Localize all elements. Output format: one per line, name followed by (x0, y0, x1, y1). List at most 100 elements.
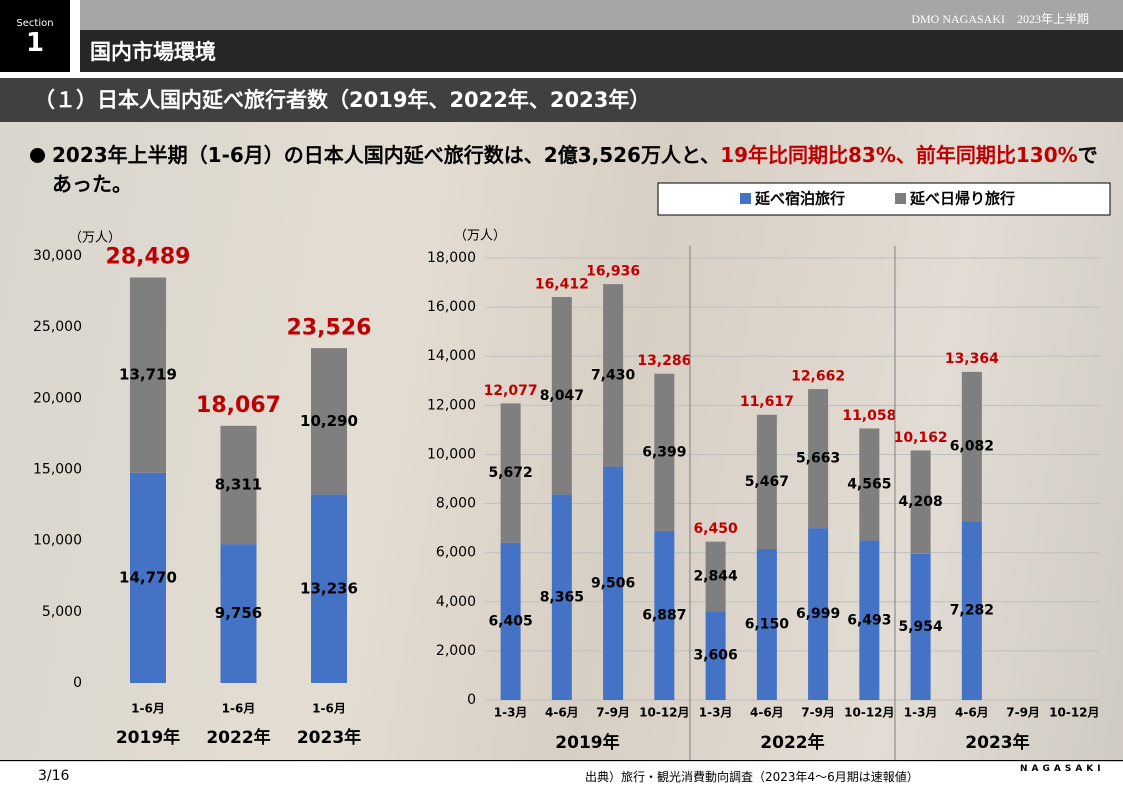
x-tick-label: 7-9月 (1006, 706, 1040, 720)
x-tick-label: 10-12月 (1049, 706, 1099, 720)
x-tick-label: 1-6月 (222, 702, 256, 716)
data-label: 5,672 (488, 465, 532, 481)
y-tick-label: 15,000 (33, 462, 82, 478)
data-label: 9,756 (215, 604, 262, 622)
total-label: 11,617 (740, 394, 794, 410)
x-tick-label: 4-6月 (750, 706, 784, 720)
x-tick-label: 7-9月 (596, 706, 630, 720)
y-tick-label: 0 (467, 692, 476, 708)
total-label: 18,067 (196, 393, 281, 418)
y-tick-label: 0 (73, 675, 82, 691)
data-label: 14,770 (119, 568, 177, 586)
group-label: 2019年 (555, 732, 619, 753)
data-label: 10,290 (300, 412, 358, 430)
y-tick-label: 20,000 (33, 390, 82, 406)
group-label: 2022年 (760, 732, 824, 753)
summary-highlight: 19年比同期比83%、前年同期比130% (720, 143, 1078, 167)
total-label: 10,162 (894, 430, 948, 446)
bar-segment (961, 371, 982, 522)
data-label: 13,236 (300, 579, 358, 597)
y-tick-label: 16,000 (427, 299, 476, 315)
bar-segment (859, 540, 880, 700)
data-label: 6,399 (642, 444, 686, 460)
total-label: 23,526 (287, 315, 372, 340)
x-tick-label: 1-3月 (904, 706, 938, 720)
source: 出典）旅行・観光消費動向調査（2023年4～6月期は速報値） (585, 770, 919, 784)
section-label: Section (16, 18, 54, 29)
brand: DMO NAGASAKI 2023年上半期 (911, 12, 1089, 26)
data-label: 6,493 (847, 612, 891, 628)
x-tick-label: 1-6月 (131, 702, 165, 716)
x-tick-label: 1-3月 (699, 706, 733, 720)
bar-segment (551, 296, 572, 495)
bar-segment (311, 348, 347, 495)
x-tick-label: 4-6月 (955, 706, 989, 720)
total-label: 28,489 (106, 245, 191, 270)
data-label: 6,999 (796, 606, 840, 622)
x-tick-label: 1-3月 (494, 706, 528, 720)
total-label: 16,412 (535, 276, 589, 292)
data-label: 7,430 (591, 367, 636, 383)
data-label: 4,208 (898, 494, 942, 510)
data-label: 5,954 (898, 619, 943, 635)
y-tick-label: 8,000 (436, 496, 476, 512)
y-axis-label: （万人） (454, 229, 506, 244)
bar-segment (705, 541, 726, 612)
bar-segment (130, 277, 166, 473)
total-label: 13,364 (945, 351, 999, 367)
x-tick-label: 10-12月 (639, 706, 689, 720)
data-label: 8,311 (215, 475, 262, 493)
total-label: 12,077 (484, 383, 538, 399)
bar-segment (859, 428, 880, 541)
total-label: 11,058 (842, 408, 896, 424)
total-label: 16,936 (586, 264, 640, 280)
y-tick-label: 18,000 (427, 250, 476, 266)
section-number: 1 (25, 28, 45, 58)
summary-text: 2023年上半期（1-6月）の日本人国内延べ旅行数は、2億3,526万人と、 (52, 143, 721, 167)
bar-segment (603, 466, 624, 700)
summary: 2023年上半期（1-6月）の日本人国内延べ旅行数は、2億3,526万人と、19… (52, 141, 1102, 199)
bar-segment (220, 544, 257, 683)
legend-label: 延べ宿泊旅行 (754, 190, 845, 208)
bar-segment (910, 450, 931, 554)
y-tick-label: 2,000 (436, 643, 476, 659)
y-tick-label: 25,000 (33, 319, 82, 335)
bar-segment (130, 472, 166, 683)
summary-text: であった。 (52, 143, 1098, 196)
bullet (30, 148, 45, 163)
section-box: Section 1 (0, 0, 70, 72)
y-tick-label: 14,000 (427, 348, 476, 364)
title: 国内市場環境 (80, 30, 1123, 72)
group-label: 2023年 (965, 732, 1029, 753)
bar-segment (311, 494, 347, 683)
y-tick-label: 10,000 (427, 446, 476, 462)
data-label: 3,606 (693, 648, 737, 664)
data-label: 6,150 (745, 616, 790, 632)
legend-box (657, 182, 1111, 216)
x-tick-label: 10-12月 (844, 706, 894, 720)
bar-segment (808, 528, 829, 700)
page-number: 3/16 (38, 768, 70, 784)
bar-segment (756, 414, 777, 549)
data-label: 5,467 (745, 474, 789, 490)
x-tick-label: 7-9月 (801, 706, 835, 720)
y-tick-label: 10,000 (33, 533, 82, 549)
bar-segment (705, 611, 726, 700)
footer-line (0, 760, 1123, 761)
bar-segment (654, 373, 675, 531)
total-label: 13,286 (637, 353, 691, 369)
bar-segment (654, 530, 675, 700)
y-tick-label: 30,000 (33, 248, 82, 264)
legend-label: 延べ日帰り旅行 (909, 190, 1015, 208)
total-label: 6,450 (693, 521, 738, 537)
bar-segment (756, 548, 777, 700)
logo: NAGASAKI (1020, 764, 1105, 774)
data-label: 8,365 (540, 589, 584, 605)
bar-segment (961, 521, 982, 700)
legend-swatch (895, 193, 906, 204)
bar-segment (808, 389, 829, 529)
bar-segment (220, 425, 257, 545)
data-label: 9,506 (591, 575, 635, 591)
